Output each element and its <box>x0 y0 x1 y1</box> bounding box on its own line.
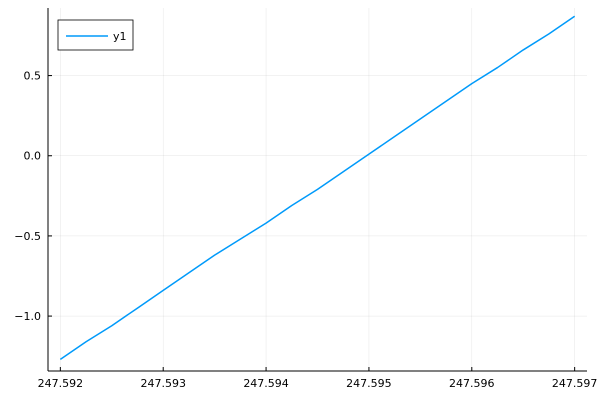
tick-labels: 247.592 247.593 247.594 247.595 247.596 247.5… <box>14 70 597 390</box>
series-line-y1 <box>59 15 576 360</box>
tick-marks <box>48 75 576 371</box>
grid <box>48 8 587 371</box>
x-tick-label: 247.592 <box>38 377 84 390</box>
y-tick-label: 0.0 <box>24 150 42 163</box>
x-tick-label: 247.596 <box>449 377 495 390</box>
x-tick-label: 247.595 <box>346 377 392 390</box>
series-group <box>59 15 576 360</box>
x-tick-label: 247.593 <box>140 377 186 390</box>
legend: y1 <box>57 19 134 51</box>
x-tick-label: 247.594 <box>243 377 289 390</box>
axes <box>47 8 587 372</box>
legend-label-y1: y1 <box>113 30 127 43</box>
x-tick-label: 247.597 <box>552 377 598 390</box>
legend-box <box>57 19 134 51</box>
y-tick-label: −1.0 <box>14 310 41 323</box>
y-tick-label: −0.5 <box>14 230 41 243</box>
y-tick-label: 0.5 <box>24 70 42 83</box>
